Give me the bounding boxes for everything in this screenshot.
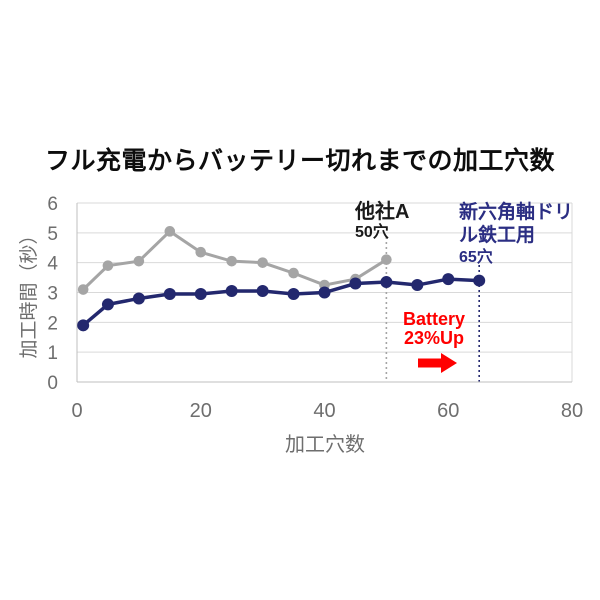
competitor-series-label: 他社A (355, 201, 410, 223)
competitor-data-point (195, 246, 207, 258)
product-data-point (256, 285, 269, 298)
competitor-data-point (133, 255, 145, 267)
battery-callout-line2: 23%Up (403, 328, 465, 348)
product-data-point (349, 277, 362, 290)
y-tick-label: 6 (47, 194, 58, 215)
x-tick-label: 20 (190, 400, 212, 422)
annotation-battery: Battery 23%Up (382, 310, 486, 373)
chart-title: フル充電からバッテリー切れまでの加工穴数 (44, 147, 555, 175)
line-chart-canvas: 0 20 40 60 80 0 1 2 3 4 5 6 (47, 194, 583, 422)
competitor-data-point (257, 257, 268, 268)
competitor-data-point (77, 284, 89, 295)
y-tick-label: 1 (47, 343, 58, 364)
x-tick-label: 60 (437, 400, 459, 422)
competitor-holes-value: 50穴 (355, 224, 389, 241)
product-data-point (194, 287, 207, 300)
product-data-point (101, 298, 114, 311)
y-axis-title: 加工時間（秒） (19, 225, 40, 359)
x-axis-title: 加工穴数 (285, 434, 365, 456)
product-series-label-line1: 新六角軸ドリ (459, 202, 574, 223)
y-tick-label: 5 (47, 224, 58, 245)
product-data-point (77, 319, 90, 332)
competitor-data-point (164, 226, 176, 237)
x-tick-label: 40 (313, 400, 335, 422)
product-data-point (318, 286, 331, 299)
product-data-point (473, 274, 486, 287)
product-data-point (163, 287, 176, 300)
annotation-competitor: 他社A 50穴 (355, 201, 439, 241)
product-data-point (287, 287, 300, 300)
product-holes-value: 65穴 (459, 249, 493, 266)
product-data-point (411, 279, 424, 292)
competitor-data-point (288, 267, 299, 279)
competitor-data-point (102, 260, 114, 271)
competitor-data-point (226, 255, 237, 267)
x-tick-label: 0 (71, 400, 82, 422)
y-tick-label: 0 (47, 373, 58, 394)
product-data-point (442, 273, 455, 286)
product-data-point (132, 292, 145, 305)
arrow-right-icon (418, 353, 457, 373)
x-tick-label: 80 (561, 400, 583, 422)
product-data-point (225, 285, 238, 298)
product-data-point (380, 276, 393, 289)
annotation-product: 新六角軸ドリ ル鉄工用 65穴 (459, 201, 577, 268)
y-tick-label: 3 (47, 284, 58, 305)
y-tick-label: 2 (47, 313, 58, 334)
y-tick-label: 4 (47, 254, 58, 275)
battery-callout-line1: Battery (402, 309, 466, 329)
product-series-label-line2: ル鉄工用 (459, 225, 536, 246)
competitor-data-point (381, 254, 392, 265)
